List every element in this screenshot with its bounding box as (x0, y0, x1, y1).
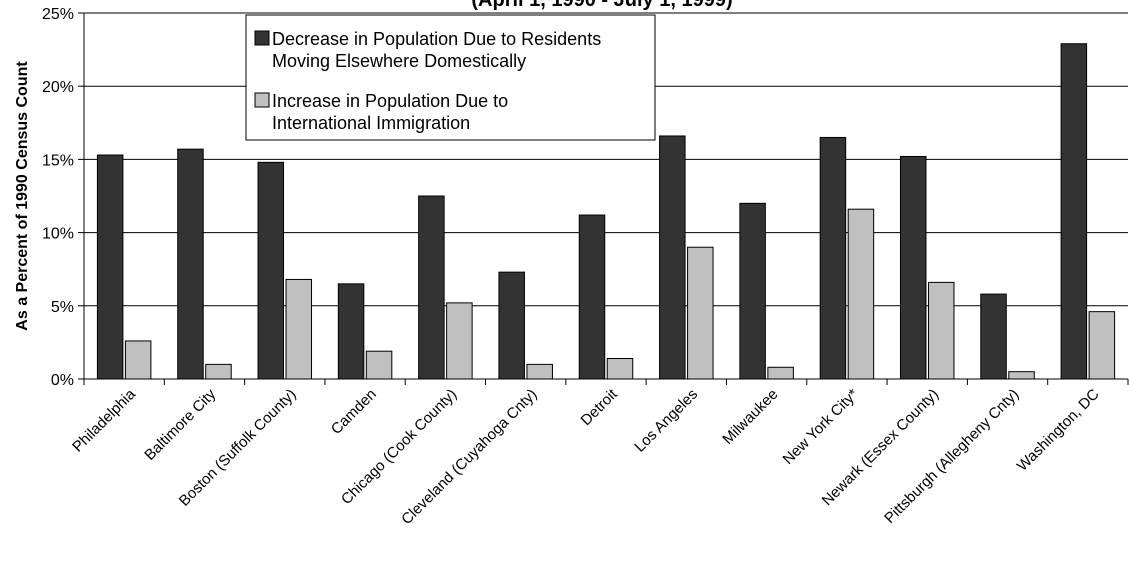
bar-immigration-9 (847, 208, 875, 380)
bar-domestic-10 (899, 155, 927, 380)
y-tick-label: 20% (42, 79, 74, 96)
legend-swatch-domestic (254, 30, 270, 46)
bar-immigration-4 (446, 302, 473, 380)
x-tick-label: Los Angeles (631, 386, 701, 456)
y-axis-label: As a Percent of 1990 Census Count (14, 61, 31, 331)
x-tick-label: Camden (328, 386, 380, 438)
bar-domestic-6 (578, 214, 606, 380)
bar-domestic-2 (257, 161, 285, 380)
bar-immigration-0 (124, 340, 152, 380)
x-tick-label: Baltimore City (141, 385, 219, 463)
chart-title: (April 1, 1990 - July 1, 1999) (471, 0, 732, 11)
x-tick-label: New York City* (780, 386, 862, 468)
bars (96, 43, 1116, 380)
bar-domestic-1 (177, 148, 204, 380)
legend-label-domestic-line2: Moving Elsewhere Domestically (272, 51, 526, 71)
x-tick-label: Cleveland (Cuyahoga Cnty) (398, 386, 540, 528)
legend: Decrease in Population Due to Residents … (245, 14, 656, 141)
x-tick-label: Detroit (578, 385, 622, 429)
y-tick-label: 25% (42, 6, 74, 23)
bar-domestic-7 (659, 135, 686, 380)
bar-domestic-9 (819, 136, 847, 380)
bar-domestic-8 (739, 202, 766, 380)
bar-immigration-7 (687, 246, 714, 380)
x-tick-label: Pittsburgh (Allegheny Cnty) (881, 386, 1022, 527)
bar-immigration-11 (1008, 371, 1035, 380)
legend-label-immigration-line2: International Immigration (272, 113, 470, 133)
axes (83, 13, 1129, 385)
bar-immigration-1 (205, 363, 232, 380)
y-tick-label: 0% (51, 372, 74, 389)
bar-immigration-6 (606, 358, 634, 380)
bar-immigration-8 (767, 366, 794, 380)
x-tick-label: Milwaukee (719, 386, 781, 448)
y-tick-label: 15% (42, 152, 74, 169)
bar-immigration-12 (1088, 311, 1116, 380)
legend-label-domestic-line1: Decrease in Population Due to Residents (272, 29, 601, 49)
bar-domestic-12 (1060, 43, 1088, 380)
bar-immigration-5 (526, 363, 553, 380)
y-tick-label: 5% (51, 299, 74, 316)
bar-domestic-5 (498, 271, 525, 380)
bar-domestic-11 (980, 293, 1007, 380)
bar-immigration-10 (927, 281, 955, 380)
bar-immigration-2 (285, 278, 313, 380)
legend-label-immigration-line1: Increase in Population Due to (272, 91, 508, 111)
legend-swatch-immigration (254, 92, 270, 108)
y-axis-ticks: 0% 5% 10% 15% 20% 25% (42, 6, 84, 389)
y-tick-label: 10% (42, 226, 74, 243)
bar-immigration-3 (365, 350, 393, 380)
bar-domestic-0 (96, 154, 124, 380)
x-tick-label: Washington, DC (1014, 386, 1103, 475)
x-tick-label: Philadelphia (69, 385, 139, 455)
bar-domestic-3 (337, 283, 365, 380)
bar-domestic-4 (418, 195, 445, 380)
